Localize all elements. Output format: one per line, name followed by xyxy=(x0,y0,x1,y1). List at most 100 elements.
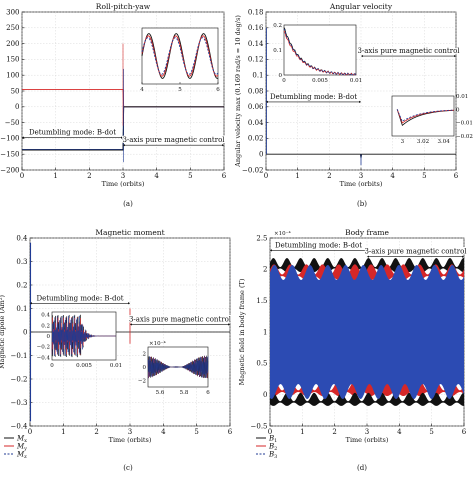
y-tick-label: 200 xyxy=(6,40,19,48)
inset-x-tick-label: 3.04 xyxy=(438,139,451,145)
oscillation-band xyxy=(270,264,464,400)
x-tick-label: 5 xyxy=(429,428,433,436)
annotation-text: Detumbling mode: B-dot xyxy=(36,294,123,302)
inset-x-tick-label: 0 xyxy=(282,78,286,84)
inset-detumbling: 0 0.005 0.01 0 0.1 0.2 xyxy=(273,23,362,84)
y-tick-label: 50 xyxy=(11,87,20,95)
y-axis-label: Angular velocity max (0.169 rad/s = 10 d… xyxy=(234,15,242,168)
x-tick-label: 0 xyxy=(28,428,32,436)
inset-series-line xyxy=(141,35,219,77)
figure-caption: (b) xyxy=(357,200,367,208)
axis-exponent: ×10⁻⁴ xyxy=(274,230,292,237)
annotation-text: 3-axis pure magnetic control xyxy=(129,315,232,323)
annotation-text: Detumbling mode: B-dot xyxy=(270,93,357,101)
y-tick-label: 1.5 xyxy=(256,297,267,305)
y-tick-label: 0.16 xyxy=(248,24,264,32)
x-tick-label: 2 xyxy=(327,172,331,180)
inset-series-line xyxy=(51,315,116,357)
x-tick-label: 0 xyxy=(20,172,24,180)
x-tick-label: 4 xyxy=(390,172,395,180)
x-tick-label: 0 xyxy=(268,428,272,436)
oscillation-band xyxy=(270,392,464,406)
inset-y-tick-label: 0 xyxy=(47,334,51,340)
y-tick-label: −0.3 xyxy=(11,399,28,407)
x-axis-label: Time (orbits) xyxy=(340,180,383,188)
annotation-text: 3-axis pure magnetic control xyxy=(357,47,460,55)
inset-x-tick-label: 0.01 xyxy=(350,78,362,84)
y-tick-label: −0.2 xyxy=(11,375,28,383)
inset-x-tick-label: 0.005 xyxy=(76,363,92,369)
y-axis-label: Magnetic field in body frame (T) xyxy=(238,278,246,385)
y-tick-label: 250 xyxy=(6,24,19,32)
x-axis-label: Time (orbits) xyxy=(346,436,389,444)
inset-exponent: ×10⁻⁴ xyxy=(149,340,167,347)
inset-x-tick-label: 3.02 xyxy=(417,139,429,145)
chart-title: Magnetic moment xyxy=(95,228,164,237)
inset-x-tick-label: 3 xyxy=(401,139,405,145)
y-tick-label: 0.14 xyxy=(248,40,264,48)
y-tick-label: 0.1 xyxy=(252,72,263,80)
annotation-text: Detumbling mode: B-dot xyxy=(275,241,362,249)
inset-detumbling: 0 0.005 0.01 0.4 0.2 0 −0.2 −0.4 xyxy=(37,311,122,369)
inset-control-zoom: ×10⁻⁴ 5.6 5.8 6 2 0 −2 xyxy=(138,340,210,396)
inset-y-tick-label: 2 xyxy=(143,352,147,358)
x-tick-label: 5 xyxy=(194,428,198,436)
inset-zoom: 4 5 6 xyxy=(140,27,220,93)
x-tick-label: 2 xyxy=(332,428,336,436)
y-tick-label: 0 xyxy=(263,391,267,399)
inset-y-tick-label: 0 xyxy=(279,73,283,79)
x-tick-label: 2 xyxy=(87,172,91,180)
x-tick-label: 5 xyxy=(188,172,192,180)
y-tick-label: −0.5 xyxy=(251,422,268,430)
y-tick-label: 0.02 xyxy=(248,135,264,143)
inset-frame xyxy=(141,27,219,85)
y-tick-label: 2 xyxy=(263,266,267,274)
x-tick-label: 2 xyxy=(94,428,98,436)
y-tick-label: 0.04 xyxy=(248,119,264,127)
legend-label: Mz xyxy=(16,451,27,461)
inset-y-tick-label: −0.01 xyxy=(456,121,473,127)
chart-title: Roll-pitch-yaw xyxy=(96,2,151,11)
inset-y-tick-label: 0.2 xyxy=(41,323,50,329)
x-tick-label: 3 xyxy=(121,172,125,180)
inset-x-tick-label: 5.6 xyxy=(156,390,165,396)
legend-label: B1 xyxy=(268,435,277,445)
y-tick-label: 0.3 xyxy=(16,258,27,266)
legend-label: B3 xyxy=(268,451,277,461)
y-tick-label: 0 xyxy=(259,151,263,159)
y-tick-label: −0.1 xyxy=(11,352,28,360)
x-tick-label: 1 xyxy=(300,428,304,436)
figure-caption: (d) xyxy=(357,464,367,472)
panel-magnetic-moment: 0 1 2 3 4 5 6 −0.4 −0.3 −0.2 −0.1 0 0.1 0.2 0.3 0.4 Magn… xyxy=(0,228,233,472)
x-tick-label: 6 xyxy=(462,428,467,436)
inset-y-tick-label: 0 xyxy=(456,107,460,113)
x-tick-label: 0 xyxy=(264,172,268,180)
y-tick-label: 0.1 xyxy=(16,305,27,313)
x-tick-label: 3 xyxy=(365,428,369,436)
band-area xyxy=(270,258,464,406)
legend-label: B2 xyxy=(268,443,277,453)
x-tick-label: 6 xyxy=(454,172,459,180)
y-tick-label: 0 xyxy=(15,103,19,111)
inset-x-tick-label: 6 xyxy=(206,390,210,396)
y-tick-label: −0.02 xyxy=(242,166,263,174)
inset-x-tick-label: 4 xyxy=(140,87,144,93)
inset-series-line xyxy=(147,355,209,379)
y-tick-label: 0.4 xyxy=(16,234,28,242)
figure-caption: (a) xyxy=(123,200,133,208)
inset-y-tick-label: −2 xyxy=(138,378,146,384)
y-tick-label: 0.18 xyxy=(248,8,264,16)
y-tick-label: 0.06 xyxy=(248,103,264,111)
x-tick-label: 6 xyxy=(222,172,227,180)
legend-label: My xyxy=(16,443,27,453)
inset-series-line xyxy=(141,33,219,79)
inset-x-tick-label: 5.8 xyxy=(180,390,189,396)
inset-series-line xyxy=(283,28,357,76)
y-tick-label: −0.4 xyxy=(11,422,29,430)
y-tick-label: 0.2 xyxy=(16,281,27,289)
legend-label: Mx xyxy=(16,435,27,445)
y-tick-label: 2.5 xyxy=(256,234,267,242)
x-tick-label: 1 xyxy=(295,172,299,180)
panel-roll-pitch-yaw: 0 1 2 3 4 5 6 −200 −150 −100 −50 0 50 100 150 200 250 300… xyxy=(0,2,227,208)
y-tick-label: 0.12 xyxy=(248,56,264,64)
